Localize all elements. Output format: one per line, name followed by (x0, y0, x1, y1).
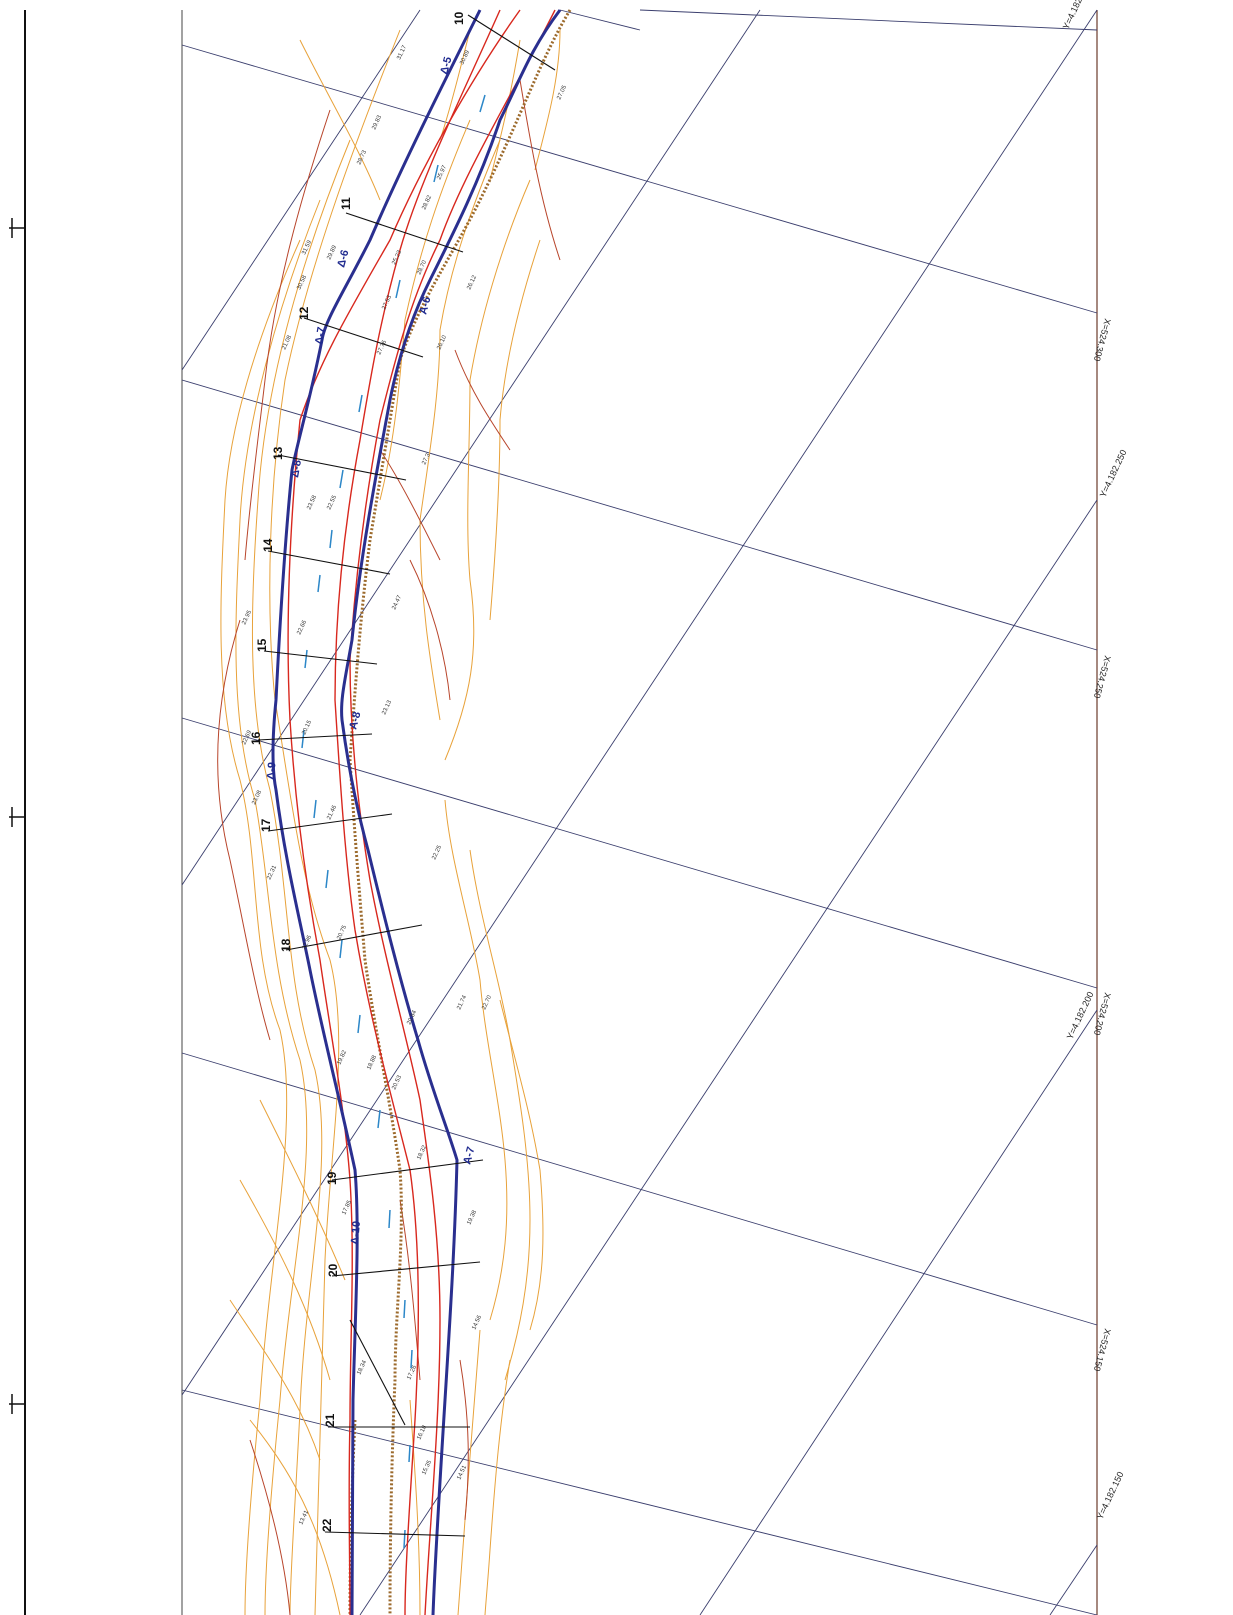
section-line-17 (267, 813, 393, 832)
water-marks (301, 94, 486, 1549)
elevation-point: 15.35 (421, 1459, 433, 1476)
elevation-point: 18.34 (356, 1359, 368, 1376)
elevation-point: 27.05 (556, 84, 568, 101)
elevation-point: 30.58 (296, 274, 308, 291)
elevation-point: 28.82 (421, 194, 433, 211)
elevation-point: 31.17 (396, 44, 408, 61)
section-label-21: 21 (323, 1413, 337, 1427)
elevation-point: 23.08 (251, 789, 263, 806)
elevation-point: 24.47 (391, 594, 403, 611)
elevation-point: 25.23 (391, 249, 403, 266)
section-label-18: 18 (279, 938, 293, 952)
section-line-22 (324, 1531, 466, 1537)
elevation-point: 31.59 (301, 239, 313, 256)
vertex-label-delta-9: Δ-9 (265, 762, 278, 781)
vertex-label-delta-10: Δ-10 (349, 1220, 363, 1245)
vertex-label-delta-7: Δ-7 (313, 326, 328, 346)
elevation-point: 22.70 (481, 994, 493, 1011)
elevation-point: 20.15 (301, 719, 313, 736)
elevation-point: 26.12 (466, 274, 478, 291)
vertex-label-a-7: A-7 (461, 1146, 477, 1166)
elevation-point: 18.88 (366, 1054, 378, 1071)
vertex-label-delta-5: Δ-5 (438, 56, 454, 76)
section-label-15: 15 (255, 638, 269, 652)
scale-tick-marks (9, 218, 25, 1414)
section-line-11 (345, 212, 464, 253)
vertex-label-a-8: A-8 (347, 711, 363, 731)
elevation-point: 20.84 (406, 1009, 418, 1026)
elevation-point: 22.25 (431, 844, 443, 861)
elevation-point: 30.89 (459, 49, 471, 66)
elevation-point: 22.31 (266, 864, 278, 881)
elevation-point: 23.95 (241, 609, 253, 626)
vertex-label-delta-6: Δ-6 (335, 249, 351, 269)
section-line-19 (331, 1159, 484, 1181)
grid-label-y-4182250-top: Y=4.182.250 (1098, 448, 1129, 499)
section-label-14: 14 (261, 538, 275, 552)
section-line-12 (303, 317, 424, 358)
grid-label-x-524300: X=524.300 (1092, 317, 1113, 362)
section-numbers: 10 11 12 13 14 15 16 17 18 19 20 21 22 (249, 11, 466, 1532)
grid-label-y-4182200: Y=4.182.200 (1065, 990, 1096, 1041)
grid-label-y-4182-top: Y=4.182 (1061, 0, 1084, 31)
section-line-16 (257, 733, 373, 741)
section-line-13 (277, 454, 407, 481)
grid-label-y-4182150: Y=4.182.150 (1095, 1470, 1126, 1521)
section-label-16: 16 (249, 731, 263, 745)
coordinate-grid (181, 9, 1098, 1615)
elevation-point: 21.74 (456, 994, 468, 1011)
section-connector (349, 1319, 406, 1426)
grid-label-x-524150: X=524.150 (1092, 1327, 1113, 1372)
section-line-20 (331, 1261, 481, 1277)
elevation-point: 22.66 (296, 619, 308, 636)
section-line-14 (267, 550, 391, 575)
section-label-20: 20 (326, 1263, 340, 1277)
section-line-18 (285, 924, 423, 951)
section-label-13: 13 (271, 446, 285, 460)
elevation-point: 19.38 (466, 1209, 478, 1226)
contour-lines (217, 29, 561, 1615)
elevation-point: 27.3 (421, 452, 432, 466)
section-line-10 (467, 14, 556, 71)
elevation-point: 27.53 (381, 294, 393, 311)
channel-red-lines (287, 9, 556, 1615)
section-label-22: 22 (320, 1518, 334, 1532)
vertex-label-delta-8: Δ-8 (289, 459, 304, 479)
elevation-point: 20.53 (391, 1074, 403, 1091)
elevation-point: 13.41 (298, 1509, 310, 1526)
elevation-point: 23.58 (306, 494, 318, 511)
grid-label-x-524250: X=524.250 (1092, 654, 1113, 699)
vertex-label-a-6: A-6 (417, 296, 433, 316)
vertex-labels: Δ-5 Δ-6 Δ-7 Δ-8 Δ-9 Δ-10 A-6 A-7 A-8 (265, 56, 477, 1246)
axis-blue-lines (271, 9, 562, 1615)
section-label-10: 10 (452, 11, 466, 25)
grid-labels: X=524.300 Y=4.182.250 X=524.250 X=524.20… (1061, 0, 1129, 1521)
cross-section-lines (257, 14, 556, 1537)
section-line-15 (263, 650, 378, 665)
elevation-point: 29.83 (371, 114, 383, 131)
section-label-11: 11 (339, 197, 353, 210)
elevation-point: 23.13 (381, 699, 393, 716)
elevation-point: 26.10 (436, 334, 448, 351)
elevation-point: 22.55 (326, 494, 338, 511)
section-label-17: 17 (259, 818, 273, 832)
elevation-point: 21.46 (326, 804, 338, 821)
section-label-19: 19 (325, 1171, 339, 1185)
elevation-point: 14.56 (471, 1314, 483, 1331)
section-label-12: 12 (297, 306, 311, 320)
